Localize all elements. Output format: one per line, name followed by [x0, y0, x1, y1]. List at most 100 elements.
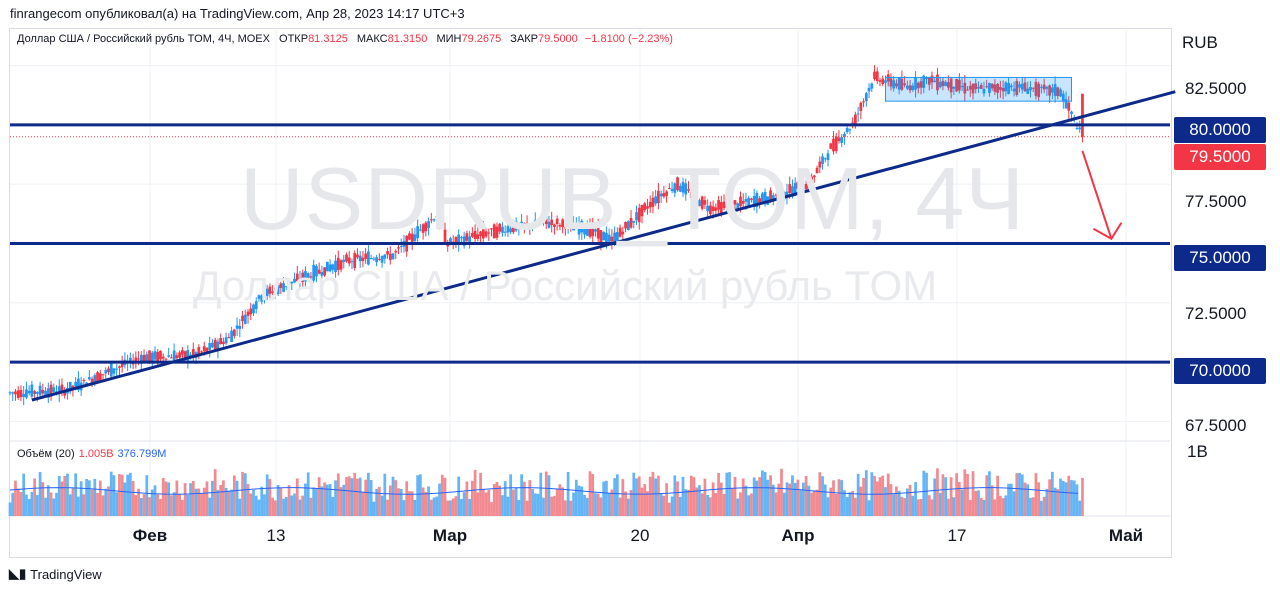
volume-bar — [216, 490, 220, 516]
candle-body — [1042, 84, 1046, 90]
volume-bar — [222, 480, 225, 516]
candle-body — [544, 217, 548, 225]
volume-bar — [246, 484, 250, 516]
candle-body — [755, 192, 759, 207]
candle-body — [96, 372, 99, 383]
volume-bar — [295, 478, 299, 516]
candle-body — [421, 224, 425, 233]
volume-bar — [241, 471, 244, 516]
volume-bar — [375, 488, 378, 516]
volume-bar — [79, 481, 83, 516]
candle-body — [219, 338, 223, 345]
candle-body — [90, 378, 94, 383]
candle-body — [821, 156, 824, 164]
legend-close: 79.5000 — [538, 33, 578, 45]
volume-bar — [990, 485, 994, 516]
volume-bar — [769, 475, 772, 516]
candle-body — [293, 278, 296, 283]
candle-body — [952, 86, 956, 89]
volume-bar — [673, 475, 677, 516]
candle-body — [919, 81, 923, 88]
volume-bar — [1075, 484, 1079, 516]
volume-bar — [449, 500, 452, 516]
candle-body — [380, 256, 384, 263]
candle-body — [468, 236, 471, 243]
volume-bar — [826, 497, 830, 516]
volume-bar — [1081, 477, 1084, 516]
volume-bar — [719, 482, 723, 516]
volume-bar — [306, 472, 310, 516]
candle-body — [536, 222, 540, 225]
tradingview-logo[interactable]: ◣▮ TradingView — [9, 566, 102, 582]
volume-bar — [153, 485, 157, 516]
candle-body — [490, 228, 493, 230]
volume-bar — [276, 484, 280, 516]
candle-body — [274, 288, 277, 292]
candle-body — [213, 339, 217, 351]
volume-bar — [394, 480, 398, 516]
candle-body — [829, 143, 833, 149]
candle-body — [361, 257, 365, 262]
volume-bar — [82, 494, 86, 516]
candle-body — [197, 347, 201, 357]
candle-body — [955, 79, 958, 92]
volume-bar — [640, 487, 644, 516]
axis-unit[interactable]: RUB — [1182, 33, 1218, 52]
volume-bar — [583, 494, 586, 516]
volume-bar — [517, 499, 521, 516]
candle-body — [875, 71, 879, 81]
volume-bar — [145, 475, 149, 516]
candle-body — [947, 82, 950, 88]
volume-bar — [238, 498, 242, 516]
candle-body — [714, 207, 718, 211]
candle-body — [867, 87, 871, 92]
volume-bar — [347, 476, 351, 516]
volume-bar — [413, 499, 417, 516]
volume-bar — [550, 496, 554, 516]
volume-bar — [57, 476, 61, 516]
volume-bar — [744, 485, 748, 516]
watermark-symbol: USDRUB_TOM, 4Ч — [240, 149, 1025, 248]
volume-bar — [676, 481, 679, 516]
price-tag-level: 75.0000 — [1174, 245, 1266, 271]
candle-body — [202, 346, 206, 352]
watermark-description: Доллар США / Российский рубль TOM — [193, 262, 938, 309]
volume-bar — [774, 492, 778, 516]
volume-bar — [429, 499, 433, 516]
candle-body — [1053, 84, 1057, 96]
candle-body — [268, 286, 272, 294]
volume-bar — [553, 495, 556, 516]
candle-body — [429, 219, 433, 221]
candle-body — [621, 231, 625, 235]
volume-bar — [284, 497, 288, 516]
volume-bar — [30, 491, 34, 516]
candle-body — [11, 392, 15, 394]
volume-bar — [41, 482, 45, 516]
candle-body — [728, 198, 731, 212]
volume-bar — [599, 497, 603, 516]
volume-bar — [358, 477, 362, 516]
volume-bar — [446, 500, 450, 516]
volume-bar — [287, 485, 291, 516]
candle-body — [966, 89, 969, 91]
volume-bar — [353, 472, 357, 516]
volume-bar — [443, 477, 447, 516]
candle-body — [473, 231, 477, 240]
y-tick: 67.5000 — [1185, 416, 1247, 435]
volume-bar — [648, 476, 652, 516]
volume-bar — [637, 476, 641, 516]
volume-bar — [900, 496, 904, 516]
volume-bar — [46, 485, 50, 516]
volume-bar — [607, 493, 611, 516]
candle-body — [257, 295, 261, 299]
volume-bar — [618, 497, 622, 516]
volume-bar — [793, 482, 797, 516]
legend-symbol: Доллар США / Российский рубль TOM, 4Ч, M… — [17, 33, 270, 45]
volume-bar — [624, 491, 627, 516]
candle-body — [252, 304, 255, 314]
volume-bar — [1040, 500, 1043, 516]
candle-body — [457, 234, 461, 244]
volume-bar — [315, 489, 318, 516]
candle-body — [1045, 86, 1049, 89]
volume-bar — [131, 480, 135, 516]
